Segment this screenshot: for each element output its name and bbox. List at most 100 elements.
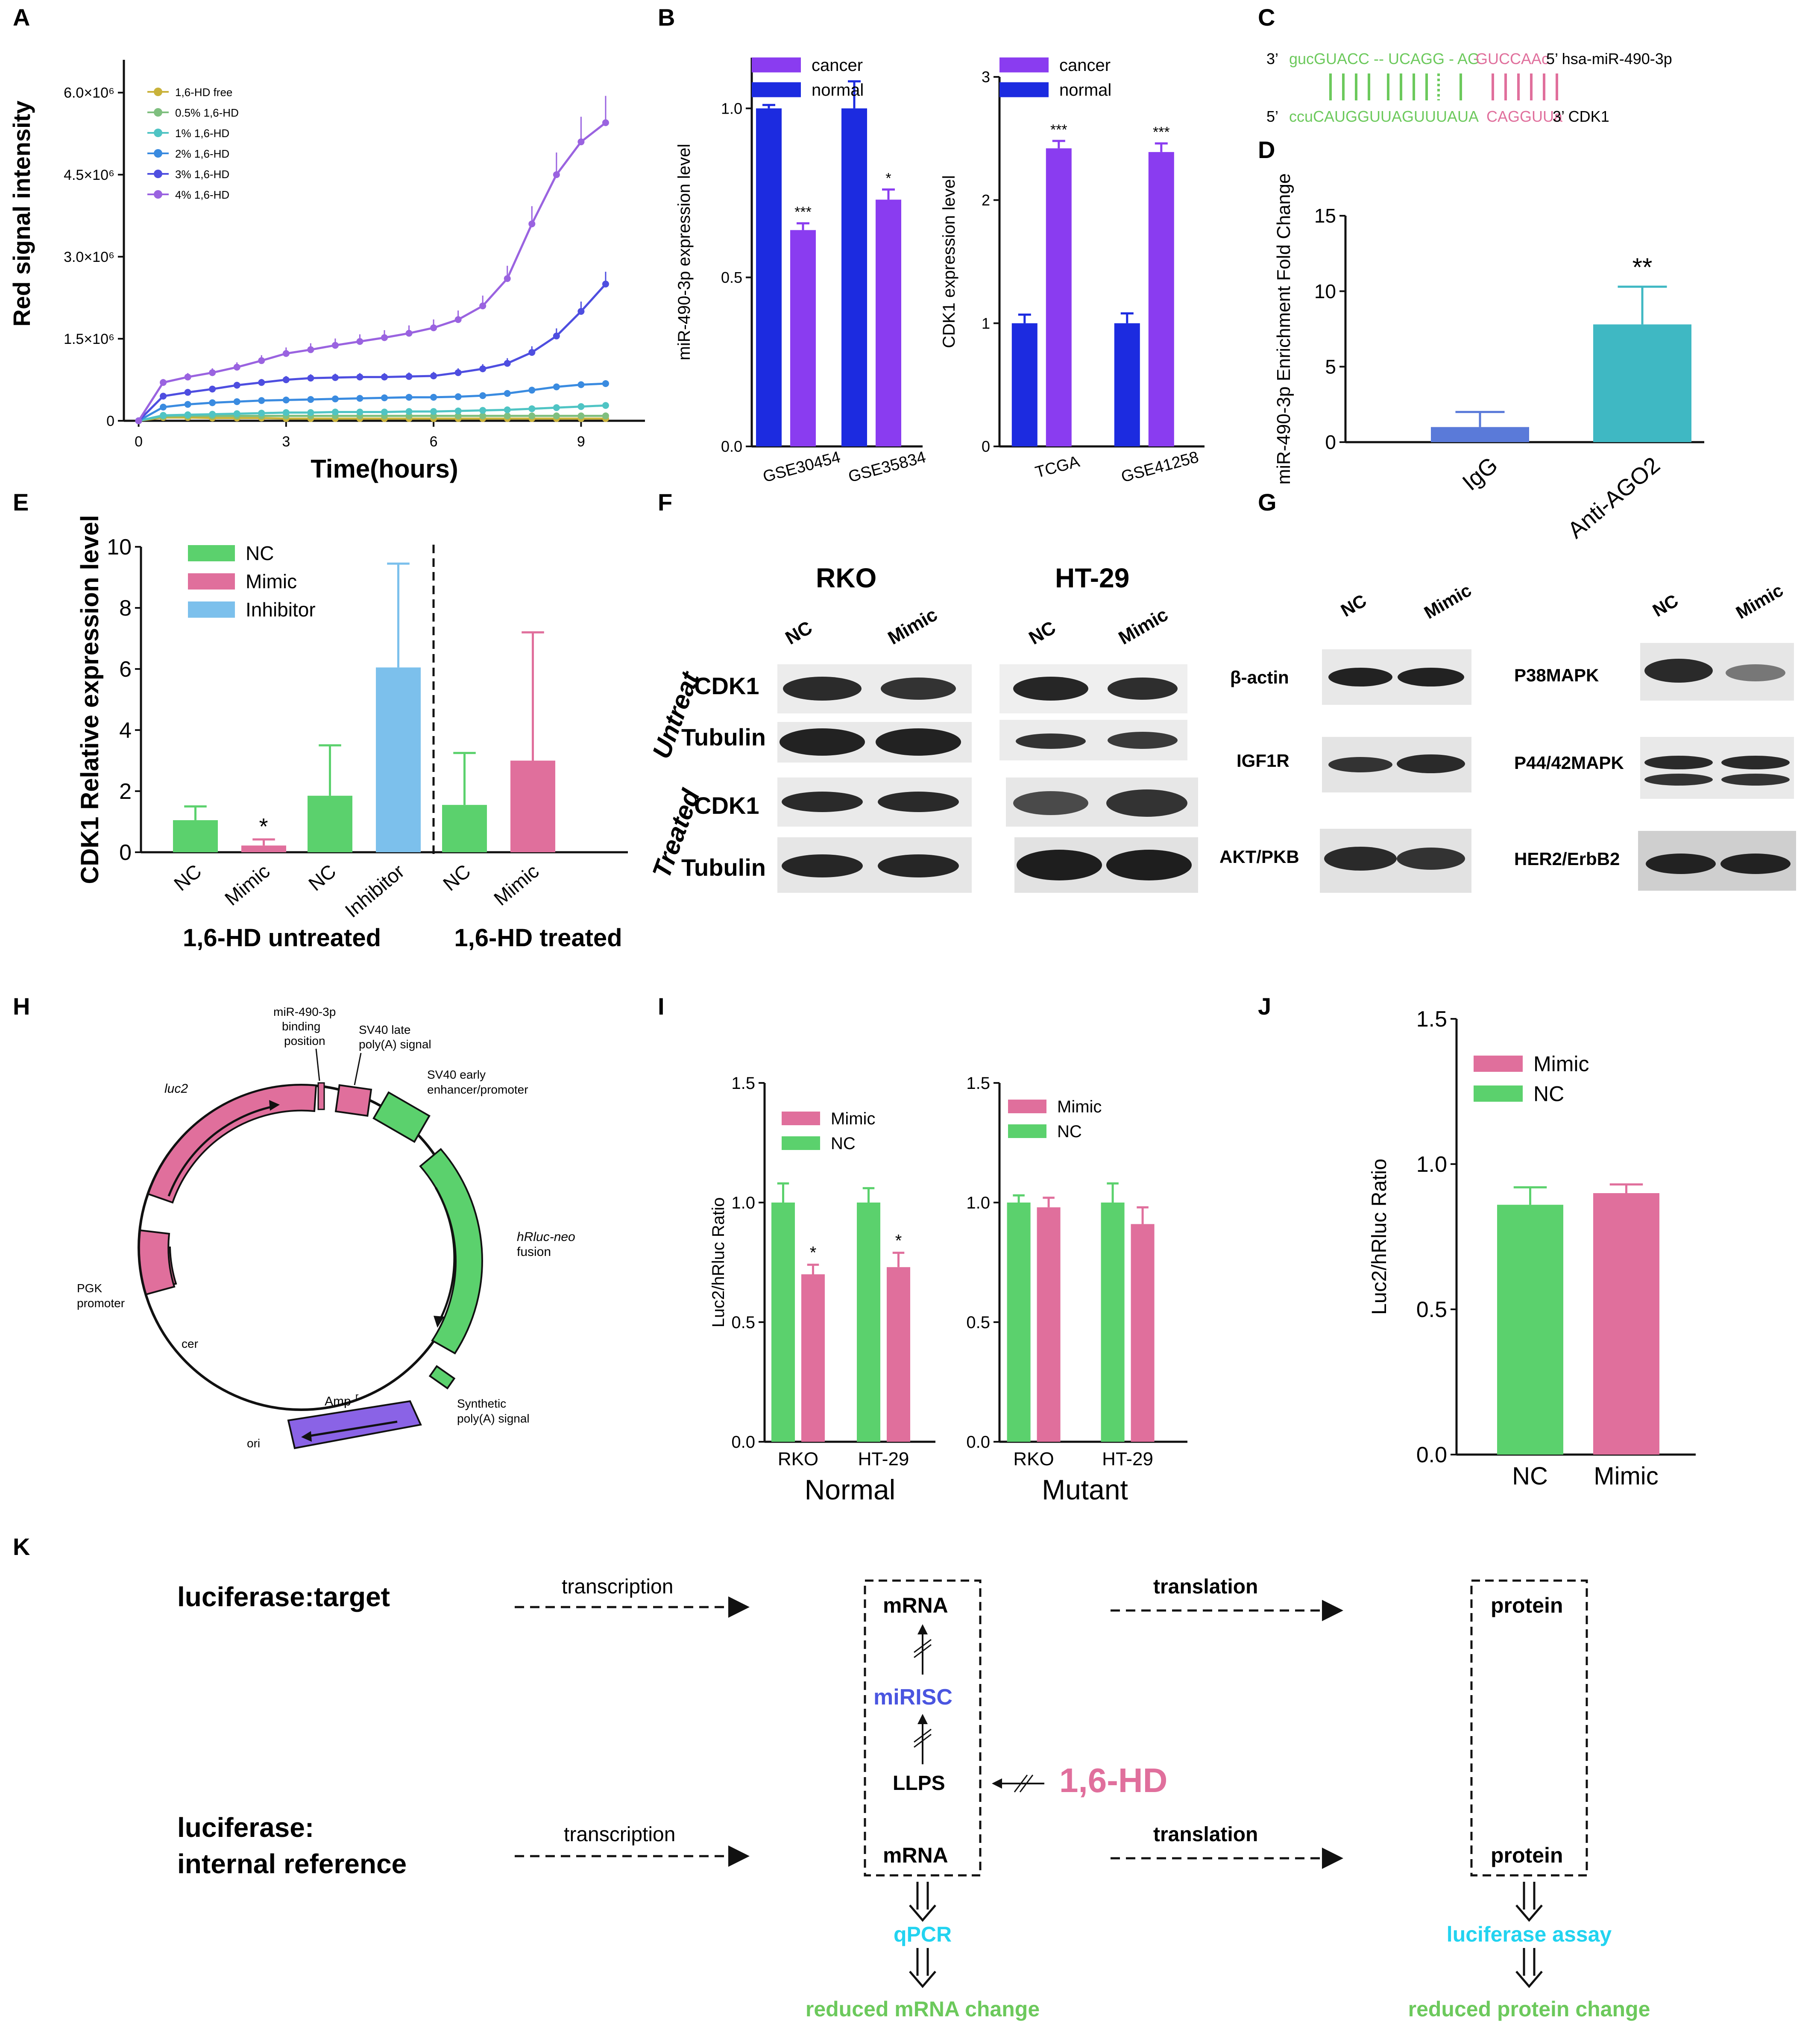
k-mrna-ref: mRNA xyxy=(883,1843,948,1867)
legend-swatch xyxy=(188,573,235,590)
bar xyxy=(1037,1207,1061,1442)
chart-i-normal: 0.0 0.5 1.0 1.5 Luc2/hRluc Ratio RKO * HT-29 * Mi… xyxy=(709,1074,935,1505)
blot-band xyxy=(783,677,862,701)
k-qpcr: qPCR xyxy=(894,1922,952,1946)
legend-label: normal xyxy=(812,81,864,100)
k-transcription-2: transcription xyxy=(564,1823,675,1846)
x-tick-label: 6 xyxy=(430,434,438,450)
data-point xyxy=(258,410,265,417)
bar xyxy=(1114,323,1140,446)
h-mir-site-label: miR-490-3p xyxy=(273,1005,336,1018)
data-point xyxy=(307,375,314,382)
data-point xyxy=(430,408,437,415)
bar xyxy=(1431,427,1529,442)
bar xyxy=(790,230,816,446)
y-tick-label: 1.5×10⁶ xyxy=(64,331,114,347)
k-reduced-mrna: reduced mRNA change xyxy=(806,1997,1040,2021)
data-point xyxy=(258,379,265,386)
k-mrna-target: mRNA xyxy=(883,1593,948,1617)
legend-label: 3% 1,6-HD xyxy=(175,168,229,181)
data-point xyxy=(233,364,240,371)
bar xyxy=(801,1274,825,1442)
x-tick-label: Mimic xyxy=(1594,1462,1658,1490)
data-point xyxy=(553,171,560,178)
blot-band xyxy=(1017,850,1102,880)
bar xyxy=(1497,1205,1563,1455)
legend-swatch xyxy=(1008,1124,1046,1138)
y-tick-label: 1.5 xyxy=(1416,1007,1447,1032)
h-sv40-late-label: SV40 late xyxy=(359,1023,410,1036)
f-protein-cdk1-2: CDK1 xyxy=(694,792,759,819)
seq2-green: ccuCAUGGUUAGUUUAUA xyxy=(1289,108,1479,125)
blot-band xyxy=(1016,733,1086,749)
legend-label: Mimic xyxy=(246,570,297,593)
g-protein-p38: P38MAPK xyxy=(1514,665,1599,685)
legend-label: 1% 1,6-HD xyxy=(175,127,229,140)
y-tick-label: 0 xyxy=(1325,431,1336,453)
x-tick-label: Mimic xyxy=(489,860,543,910)
x-tick-label: HT-29 xyxy=(858,1449,909,1470)
data-point xyxy=(356,338,363,345)
x-tick-label: 0 xyxy=(135,434,143,450)
blot-band xyxy=(1328,757,1392,772)
x-tick-label: GSE30454 xyxy=(761,448,842,486)
data-point xyxy=(160,393,167,400)
x-tick-label: 3 xyxy=(282,434,290,450)
chart-i-mutant: 0.0 0.5 1.0 1.5 RKO HT-29 Mimic NC Mutant xyxy=(966,1074,1187,1505)
legend-swatch xyxy=(1474,1056,1523,1072)
data-point xyxy=(331,342,339,349)
data-point xyxy=(602,380,609,387)
y-tick-label: 0.0 xyxy=(966,1433,990,1452)
bar xyxy=(756,108,782,446)
data-point xyxy=(381,394,388,402)
data-point xyxy=(602,280,609,287)
panel-c-alignment: 3’ gucGUACC -- UCAGG - AG GUCCAAc 5’ hsa… xyxy=(1266,50,1672,125)
y-tick-label: 10 xyxy=(1314,280,1336,302)
data-point xyxy=(577,412,585,419)
y-axis-label: CDK1 expression level xyxy=(940,175,958,348)
bar xyxy=(1593,324,1691,442)
data-point xyxy=(454,369,462,376)
plasmid-luc2 xyxy=(147,1084,317,1204)
bar xyxy=(771,1203,795,1442)
panel-label-k: K xyxy=(13,1533,30,1560)
panel-label-j: J xyxy=(1258,993,1271,1020)
data-point xyxy=(553,412,560,419)
data-point xyxy=(356,373,363,381)
data-point xyxy=(504,406,511,414)
blot-band xyxy=(878,792,959,812)
g-lane-mimic-1: Mimic xyxy=(1421,580,1475,623)
chart-a: 0 1.5×10⁶ 3.0×10⁶ 4.5×10⁶ 6.0×10⁶ Red signal … xyxy=(8,60,645,483)
blot-band xyxy=(1644,756,1713,769)
legend-label: 1,6-HD free xyxy=(175,86,232,99)
f-cell-rko: RKO xyxy=(816,563,876,593)
legend-label: cancer xyxy=(812,56,863,75)
x-tick-label: Mimic xyxy=(220,860,274,910)
panel-k-schematic: luciferase:target luciferase: internal r… xyxy=(177,1575,1650,2021)
f-lane-mimic-1: Mimic xyxy=(885,604,941,649)
panel-label-f: F xyxy=(658,489,672,516)
blot-band xyxy=(782,854,863,877)
data-point xyxy=(454,412,462,419)
legend-marker xyxy=(154,129,162,137)
x-tick-label: Inhibitor xyxy=(341,860,409,922)
h-pgk-label: promoter xyxy=(77,1297,125,1310)
h-hrluc-label: hRluc-neo xyxy=(517,1230,575,1244)
data-point xyxy=(577,308,585,315)
data-point xyxy=(282,376,290,383)
x-tick-label: Anti-AGO2 xyxy=(1563,452,1665,543)
x-tick-label: NC xyxy=(304,860,340,895)
panel-f-western-blot: RKO HT-29 NC Mimic NC Mimic Untreat Trea… xyxy=(647,563,1198,893)
significance-label: * xyxy=(895,1232,902,1250)
seq1-suffix: 5’ hsa-miR-490-3p xyxy=(1546,50,1672,67)
bar xyxy=(841,108,867,446)
g-lane-mimic-2: Mimic xyxy=(1732,580,1787,623)
x-tick-label: IgG xyxy=(1457,452,1502,496)
blot-band xyxy=(780,728,865,756)
legend-marker xyxy=(154,108,162,117)
h-sv40-early-label: enhancer/promoter xyxy=(427,1083,528,1096)
k-row2-label: luciferase: xyxy=(177,1812,314,1843)
f-protein-tubulin-1: Tubulin xyxy=(681,724,766,751)
